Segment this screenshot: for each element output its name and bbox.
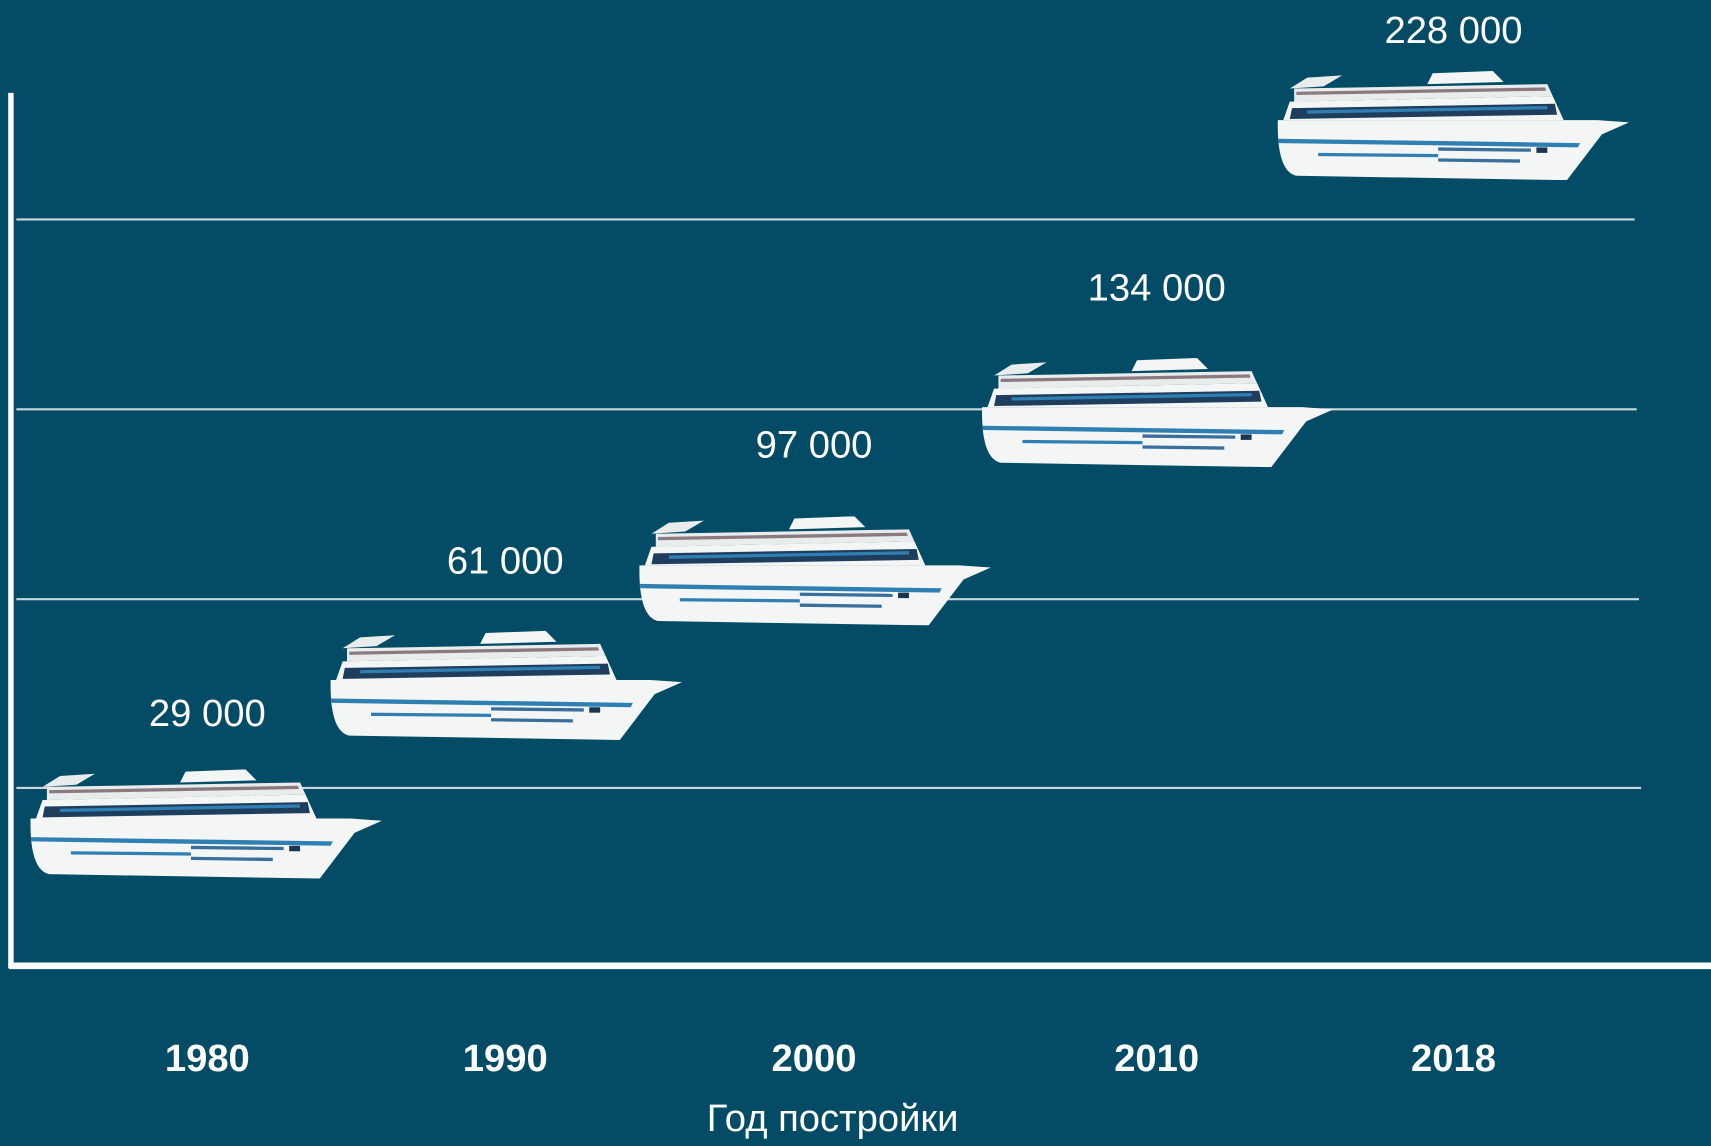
marks: 29 000 1980 61 000 1990 97 000 2000 134 000 201…	[30, 9, 1630, 1080]
x-tick-label: 1990	[463, 1037, 548, 1080]
value-label: 29 000	[149, 692, 266, 735]
x-tick-label: 1980	[165, 1037, 250, 1080]
x-tick-label: 2010	[1114, 1037, 1199, 1080]
ship	[330, 630, 682, 740]
ship	[1277, 71, 1630, 181]
x-axis-title: Год постройки	[707, 1097, 959, 1140]
ship	[982, 358, 1334, 468]
ship	[30, 769, 382, 879]
x-tick-label: 2000	[772, 1037, 857, 1080]
value-label: 61 000	[447, 539, 564, 582]
value-label: 134 000	[1088, 266, 1226, 309]
ship	[639, 516, 991, 626]
x-tick-label: 2018	[1411, 1037, 1496, 1080]
value-label: 97 000	[756, 424, 873, 467]
value-label: 228 000	[1384, 9, 1522, 52]
